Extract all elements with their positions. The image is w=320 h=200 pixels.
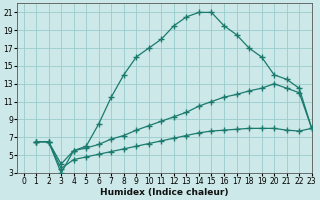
- X-axis label: Humidex (Indice chaleur): Humidex (Indice chaleur): [100, 188, 229, 197]
